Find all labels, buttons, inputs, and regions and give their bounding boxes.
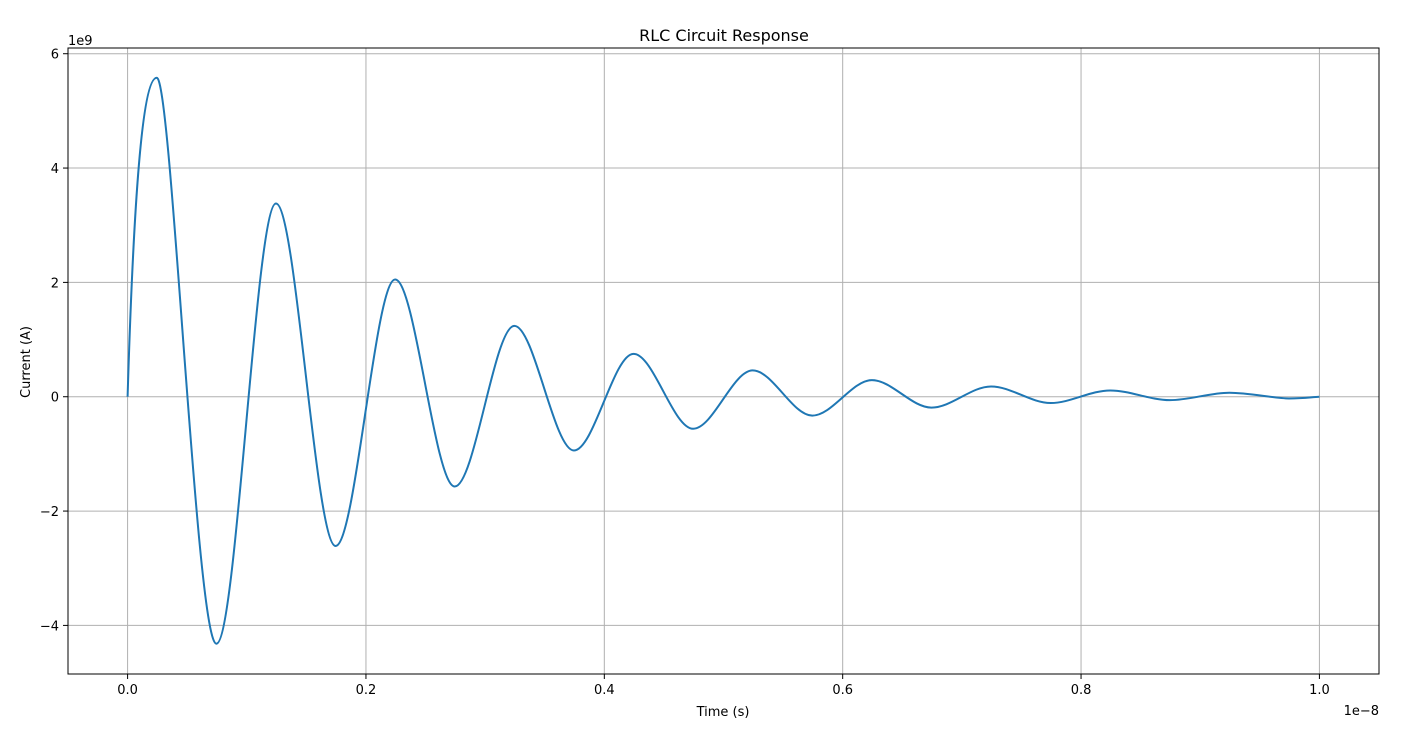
x-axis-ticks: 0.0 0.2 0.4 0.6 0.8 1.0 [117, 674, 1330, 698]
x-axis-offset-text: 1e−8 [1344, 704, 1379, 719]
y-tick-label: 2 [51, 276, 59, 291]
x-tick-label: 0.8 [1071, 683, 1092, 698]
y-axis-label: Current (A) [19, 326, 34, 398]
y-tick-label: 4 [51, 162, 59, 177]
x-axis-label: Time (s) [696, 705, 750, 720]
y-tick-label: −2 [40, 505, 59, 520]
y-tick-label: 6 [51, 48, 59, 63]
chart-title: RLC Circuit Response [639, 26, 809, 45]
x-tick-label: 1.0 [1309, 683, 1330, 698]
series-layer [126, 76, 1320, 645]
y-axis-offset-text: 1e9 [68, 34, 93, 49]
grid-layer [68, 48, 1379, 674]
series-line [126, 76, 1320, 645]
y-tick-label: −4 [40, 619, 59, 634]
axes-frame [67, 47, 1380, 675]
x-tick-label: 0.2 [356, 683, 377, 698]
x-tick-label: 0.4 [594, 683, 615, 698]
x-tick-label: 0.0 [117, 683, 138, 698]
y-axis-ticks: −4 −2 0 2 4 6 [40, 48, 68, 634]
y-tick-label: 0 [51, 391, 59, 406]
x-tick-label: 0.6 [832, 683, 853, 698]
